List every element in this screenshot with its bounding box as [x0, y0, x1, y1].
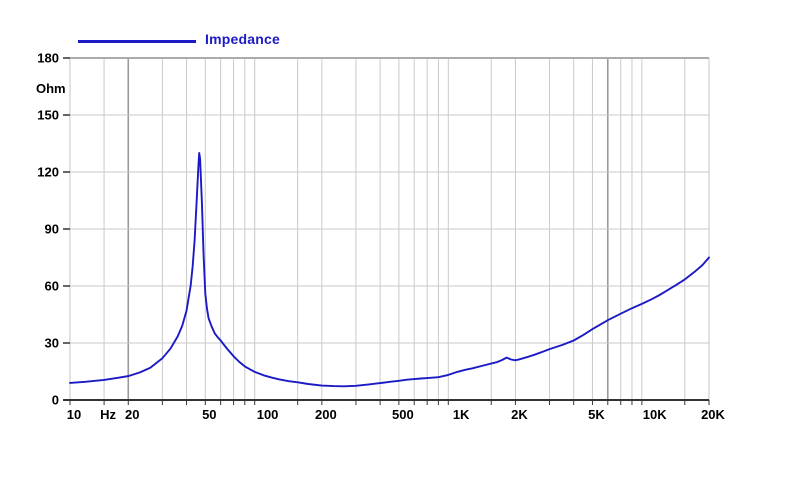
x-tick-label: 2K: [511, 407, 528, 422]
y-tick-label: 0: [52, 393, 59, 408]
x-tick-label: 500: [392, 407, 414, 422]
x-tick-label: Hz: [100, 407, 116, 422]
x-tick-label: 20: [125, 407, 139, 422]
y-tick-label: 150: [37, 108, 59, 123]
x-tick-label: 10K: [643, 407, 667, 422]
legend: Impedance: [0, 0, 795, 56]
y-tick-label: 30: [45, 336, 59, 351]
y-tick-label: 120: [37, 165, 59, 180]
x-tick-label: 20K: [701, 407, 725, 422]
y-axis-unit-label: Ohm: [36, 81, 66, 96]
x-tick-label: 10: [67, 407, 81, 422]
legend-label: Impedance: [205, 31, 280, 47]
x-tick-label: 1K: [453, 407, 470, 422]
x-tick-label: 5K: [588, 407, 605, 422]
x-tick-label: 50: [202, 407, 216, 422]
x-tick-label: 200: [315, 407, 337, 422]
y-tick-label: 60: [45, 279, 59, 294]
y-tick-label: 180: [37, 51, 59, 66]
x-tick-label: 100: [257, 407, 279, 422]
y-tick-label: 90: [45, 222, 59, 237]
impedance-curve: [69, 152, 710, 388]
legend-line-sample: [78, 40, 196, 43]
